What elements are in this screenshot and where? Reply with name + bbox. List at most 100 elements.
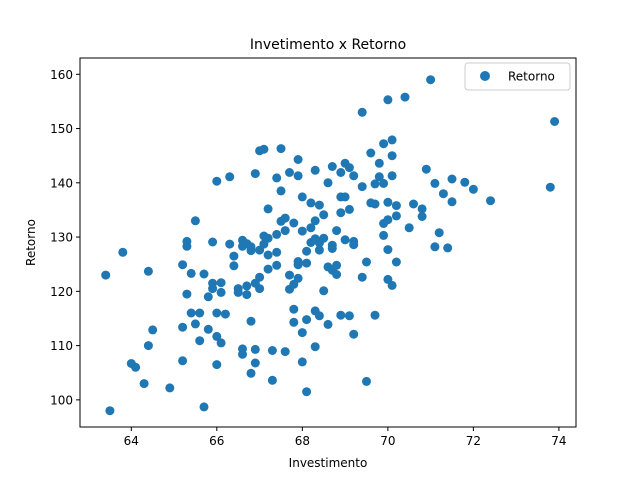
data-point: [220, 309, 230, 319]
data-point: [263, 204, 273, 214]
data-point: [391, 201, 401, 211]
data-point: [263, 250, 273, 260]
data-point: [409, 199, 418, 209]
x-tick-label: 66: [209, 434, 224, 448]
data-point: [460, 177, 470, 187]
data-point: [131, 362, 141, 372]
data-point: [426, 75, 436, 85]
data-point: [148, 325, 158, 335]
data-point: [297, 328, 307, 338]
data-point: [178, 260, 188, 270]
data-point: [344, 204, 354, 214]
data-point: [272, 229, 282, 239]
data-point: [370, 310, 380, 320]
data-point: [246, 242, 256, 252]
x-tick-label: 68: [295, 434, 310, 448]
data-point: [293, 273, 303, 283]
data-point: [383, 215, 393, 225]
data-point: [383, 197, 393, 207]
y-axis-label: Retorno: [24, 219, 38, 266]
data-point: [267, 346, 277, 355]
data-point: [421, 164, 431, 174]
data-points: [101, 75, 560, 416]
data-point: [143, 266, 153, 276]
data-point: [195, 336, 205, 346]
x-axis-ticks: 64 66 68 70 72 74: [124, 427, 567, 448]
data-point: [430, 242, 440, 252]
data-point: [293, 155, 303, 164]
data-point: [349, 171, 359, 181]
data-point: [242, 290, 252, 300]
data-point: [349, 329, 359, 339]
data-point: [203, 292, 213, 302]
data-point: [272, 173, 282, 183]
data-point: [468, 184, 478, 194]
data-point: [285, 168, 294, 177]
plot-area: [80, 58, 576, 427]
data-point: [438, 189, 448, 199]
data-point: [383, 245, 393, 255]
data-point: [362, 257, 371, 267]
data-point: [289, 317, 299, 327]
data-point: [340, 192, 350, 202]
data-point: [255, 272, 265, 282]
data-point: [332, 270, 342, 279]
data-point: [434, 228, 444, 238]
data-point: [186, 268, 196, 278]
y-tick-label: 120: [50, 285, 73, 299]
data-point: [293, 257, 303, 266]
data-point: [306, 198, 316, 208]
data-point: [344, 311, 354, 321]
data-point: [212, 331, 222, 341]
data-point: [272, 247, 282, 257]
data-point: [391, 257, 401, 267]
data-point: [212, 308, 222, 318]
data-point: [289, 304, 299, 314]
data-point: [216, 278, 226, 288]
data-point: [387, 280, 397, 290]
data-point: [250, 344, 260, 354]
data-point: [336, 168, 346, 177]
y-axis-ticks: 100 110 120 130 140 150 160: [50, 68, 80, 407]
data-point: [242, 281, 252, 291]
data-point: [263, 264, 273, 274]
data-point: [383, 95, 393, 105]
data-point: [250, 169, 260, 179]
data-point: [327, 162, 337, 171]
data-point: [165, 383, 175, 393]
data-point: [289, 218, 299, 228]
x-tick-label: 64: [124, 434, 139, 448]
data-point: [370, 179, 380, 189]
y-tick-label: 150: [50, 122, 73, 136]
data-point: [238, 349, 247, 359]
data-point: [178, 356, 188, 366]
data-point: [139, 379, 149, 389]
y-tick-label: 130: [50, 231, 73, 245]
data-point: [208, 278, 218, 288]
data-point: [267, 375, 277, 385]
data-point: [323, 319, 333, 329]
data-point: [105, 406, 115, 416]
data-point: [314, 311, 324, 321]
data-point: [297, 226, 307, 236]
data-point: [118, 247, 128, 257]
data-point: [314, 245, 324, 255]
legend-label: Retorno: [508, 70, 555, 84]
data-point: [391, 211, 401, 221]
data-point: [417, 212, 427, 221]
data-point: [447, 197, 457, 207]
data-point: [255, 284, 265, 294]
data-point: [225, 172, 235, 182]
axes-border: [79, 57, 577, 428]
data-point: [229, 261, 239, 271]
data-point: [447, 174, 457, 184]
data-point: [190, 319, 200, 329]
data-point: [319, 286, 329, 296]
data-point: [443, 243, 453, 253]
legend: Retorno: [464, 62, 571, 91]
data-point: [430, 178, 440, 188]
data-point: [280, 347, 290, 357]
data-point: [182, 241, 192, 251]
data-point: [370, 199, 380, 209]
